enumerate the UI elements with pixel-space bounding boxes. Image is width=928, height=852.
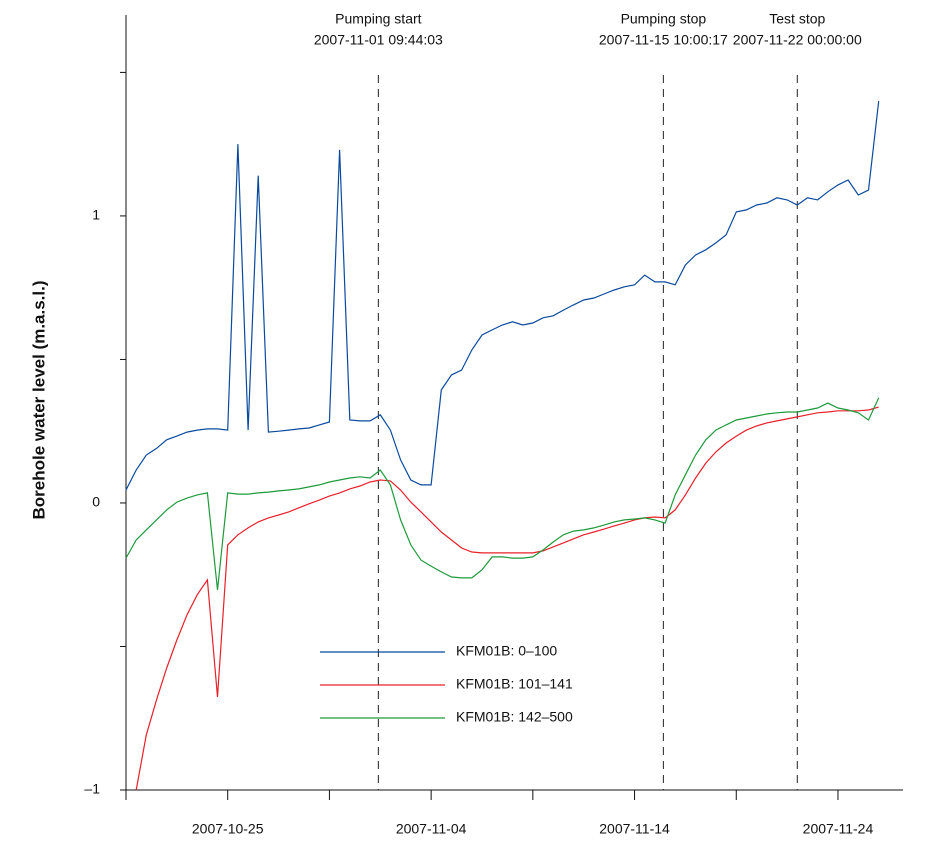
- y-tick-label: –1: [84, 781, 100, 797]
- x-tick-label: 2007-10-25: [192, 821, 264, 837]
- x-tick-label: 2007-11-24: [803, 821, 874, 837]
- legend-label: KFM01B: 142–500: [456, 709, 573, 725]
- legend-label: KFM01B: 0–100: [456, 643, 557, 659]
- legend-label: KFM01B: 101–141: [456, 676, 573, 692]
- y-tick-label: 0: [92, 494, 100, 510]
- series-line: [135, 406, 879, 791]
- y-axis-label: Borehole water level (m.a.s.l.): [29, 280, 48, 519]
- event-label: Pumping start: [335, 11, 421, 27]
- event-date: 2007-11-15 10:00:17: [599, 32, 728, 48]
- event-label: Test stop: [769, 11, 825, 27]
- event-label: Pumping stop: [621, 11, 707, 27]
- y-tick-label: 1: [92, 207, 100, 223]
- event-date: 2007-11-01 09:44:03: [314, 32, 443, 48]
- x-tick-label: 2007-11-14: [599, 821, 670, 837]
- event-date: 2007-11-22 00:00:00: [733, 32, 862, 48]
- x-tick-label: 2007-11-04: [396, 821, 467, 837]
- series-line: [125, 101, 880, 491]
- series-line: [125, 397, 880, 590]
